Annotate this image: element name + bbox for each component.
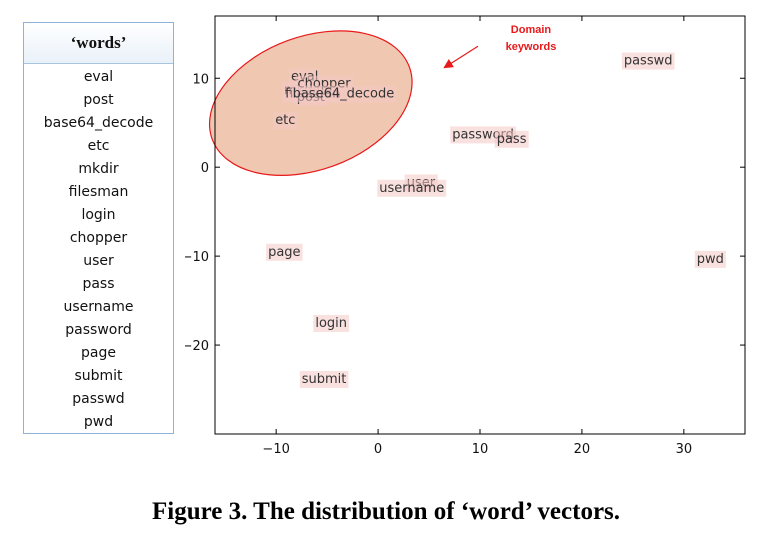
word-point-box [313,314,350,332]
word-list-item: pass [82,276,115,292]
word-list-item: username [63,299,134,315]
word-list-item: eval [83,69,114,85]
word-point-box [621,52,675,70]
word-list-item: submit [74,368,123,384]
y-tick-label: 0 [201,161,209,176]
word-list-item: post [83,92,114,108]
x-tick-label: 10 [472,442,489,457]
word-list-item: chopper [69,230,128,246]
y-tick-label: −20 [185,339,209,354]
word-list-item: password [65,322,132,338]
word-point-label: etc [275,113,295,128]
word-point-label: base64_decode [293,86,395,101]
x-tick-label: 0 [374,442,382,457]
annotation-text: Domain [511,24,552,36]
x-tick-label: −10 [262,442,289,457]
word-list-item: page [81,345,116,361]
word-point-box [299,370,349,388]
word-point-label: login [315,316,347,331]
word-point-label: username [379,181,444,196]
word-point-box [694,250,726,268]
word-list-item: filesman [68,184,129,200]
y-tick-label: 10 [192,72,209,87]
annotation-arrow [443,45,479,69]
word-list-item: mkdir [78,161,119,177]
word-point-label: submit [302,372,347,387]
word-list-item: passwd [72,391,125,407]
annotation-text: keywords [506,41,557,53]
x-tick-label: 20 [574,442,591,457]
x-tick-label: 30 [676,442,693,457]
word-point-box [266,243,303,261]
word-point-label: page [268,245,300,260]
word-point-box [494,130,529,148]
word-list-item: etc [87,138,110,154]
word-point-box [290,85,397,103]
word-list-item: pwd [83,414,114,430]
word-point-box [273,112,298,130]
word-list-header: ‘words’ [24,23,173,64]
word-point-label: pass [497,132,527,147]
word-list-item: base64_decode [43,115,154,131]
word-point-label: pwd [697,252,724,267]
word-list-item: user [83,253,114,269]
figure-caption: Figure 3. The distribution of ‘word’ vec… [151,498,621,525]
y-tick-label: −10 [185,250,209,265]
word-point-label: passwd [624,54,673,69]
word-list-item: login [81,207,116,223]
word-vector-scatter-chart: −100102030100−10−20evalmkdirfilesmanchop… [185,15,746,457]
word-point-box [377,179,447,197]
